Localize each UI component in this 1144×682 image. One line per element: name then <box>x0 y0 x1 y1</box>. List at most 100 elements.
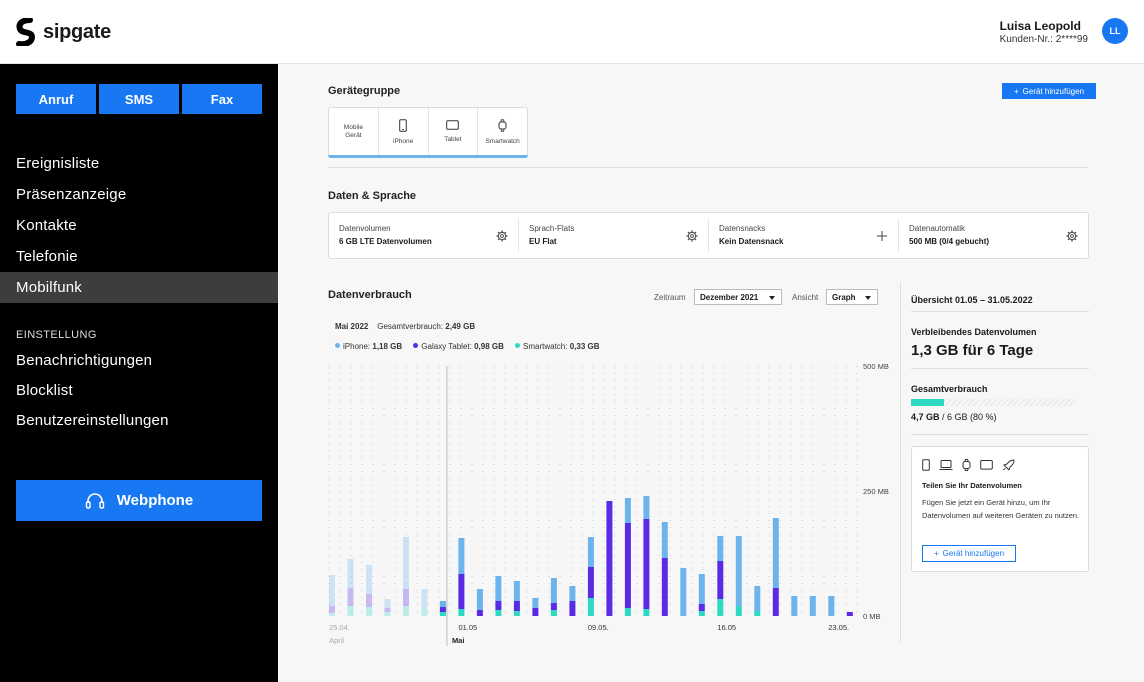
top-bar: sipgate Luisa Leopold Kunden-Nr.: 2****9… <box>0 0 1144 64</box>
webphone-button[interactable]: Webphone <box>16 480 262 521</box>
usage-title: Datenverbrauch <box>328 289 412 301</box>
bar-galaxy-tablet <box>384 608 391 612</box>
y-tick-label: 500 MB <box>863 362 889 371</box>
gear-icon[interactable] <box>496 230 508 242</box>
bar-iphone <box>587 537 594 567</box>
device-group-selector: Mobile Gerät iPhone Tablet Smartwatch <box>328 107 528 158</box>
phone-icon <box>922 459 930 471</box>
bar-galaxy-tablet <box>606 501 613 616</box>
bar-galaxy-tablet <box>495 601 502 610</box>
month-label: Mai 2022 <box>335 322 369 331</box>
share-title: Teilen Sie Ihr Datenvolumen <box>922 481 1022 490</box>
y-tick-label: 0 MB <box>863 612 881 621</box>
legend-item-smartwatch[interactable]: Smartwatch: 0,33 GB <box>515 342 600 351</box>
phone-icon <box>399 118 407 132</box>
data-voice-title: Daten & Sprache <box>328 190 417 202</box>
sidebar-item-blocklist[interactable]: Blocklist <box>16 381 73 399</box>
webphone-label: Webphone <box>116 492 194 509</box>
bar-galaxy-tablet <box>587 567 594 598</box>
device-smartwatch[interactable]: Smartwatch <box>478 108 527 156</box>
month-summary: Mai 2022 Gesamtverbrauch: 2,49 GB <box>335 322 475 331</box>
plan-value: Kein Datensnack <box>719 237 784 246</box>
sipgate-logo-icon <box>16 18 36 46</box>
plan-value: 6 GB LTE Datenvolumen <box>339 237 432 246</box>
laptop-icon <box>939 460 953 470</box>
headset-icon <box>85 492 104 509</box>
usage-rest: / 6 GB (80 %) <box>939 412 997 422</box>
x-tick-label: 23.05. <box>828 623 849 632</box>
bar-iphone <box>680 568 687 616</box>
share-add-device-button[interactable]: + Gerät hinzufügen <box>922 545 1016 562</box>
sidebar-item-praesenzanzeige[interactable]: Präsenzanzeige <box>16 186 127 203</box>
bar-smartwatch <box>643 609 650 616</box>
bar-iphone <box>458 538 465 574</box>
user-info[interactable]: Luisa Leopold Kunden-Nr.: 2****99 <box>1000 19 1088 45</box>
plan-voice-flats: Sprach-Flats EU Flat <box>519 219 709 252</box>
section-divider <box>328 167 1088 168</box>
bar-iphone <box>791 596 798 616</box>
overview-title: Übersicht 01.05 – 31.05.2022 <box>911 295 1033 305</box>
add-device-label: Gerät hinzufügen <box>1022 86 1085 96</box>
plans-card: Datenvolumen 6 GB LTE Datenvolumen Sprac… <box>328 212 1089 259</box>
legend-item-iphone[interactable]: iPhone: 1,18 GB <box>335 342 402 351</box>
plan-data-volume: Datenvolumen 6 GB LTE Datenvolumen <box>329 219 519 252</box>
bar-iphone <box>828 596 835 616</box>
plan-value: 500 MB (0/4 gebucht) <box>909 237 990 246</box>
call-button[interactable]: Anruf <box>16 84 96 114</box>
share-add-device-label: Gerät hinzufügen <box>942 549 1005 558</box>
period-select[interactable]: Dezember 2021 <box>694 289 782 305</box>
month-label: April <box>329 636 344 645</box>
chart-legend: iPhone: 1,18 GB Galaxy Tablet: 0,98 GB S… <box>335 342 600 351</box>
user-name: Luisa Leopold <box>999 19 1081 33</box>
bar-galaxy-tablet <box>532 608 539 616</box>
usage-text: 4,7 GB / 6 GB (80 %) <box>911 412 997 422</box>
add-device-button[interactable]: + Gerät hinzufügen <box>1002 83 1096 99</box>
bar-smartwatch <box>421 609 428 616</box>
bar-smartwatch <box>587 598 594 616</box>
tablet-icon <box>980 460 993 470</box>
sidebar-item-mobilfunk[interactable]: Mobilfunk <box>0 272 278 303</box>
bar-iphone <box>754 586 761 611</box>
bar-smartwatch <box>624 608 631 616</box>
bar-galaxy-tablet <box>717 561 724 599</box>
plan-value: EU Flat <box>529 237 557 246</box>
device-tablet[interactable]: Tablet <box>429 108 479 156</box>
total-usage-label: Gesamtverbrauch <box>911 384 988 394</box>
sms-button[interactable]: SMS <box>99 84 179 114</box>
legend-item-tablet[interactable]: Galaxy Tablet: 0,98 GB <box>413 342 504 351</box>
period-label: Zeitraum <box>654 293 686 302</box>
bar-galaxy-tablet <box>476 610 483 616</box>
gear-icon[interactable] <box>686 230 698 242</box>
bar-iphone <box>403 537 409 589</box>
usage-progress-bar <box>911 399 1075 406</box>
remaining-label: Verbleibendes Datenvolumen <box>911 327 1037 337</box>
bar-smartwatch <box>347 606 354 616</box>
fax-button[interactable]: Fax <box>182 84 262 114</box>
plan-label: Datenautomatik <box>909 224 966 233</box>
bar-galaxy-tablet <box>366 594 372 607</box>
gear-icon[interactable] <box>1066 230 1078 242</box>
plus-icon[interactable] <box>876 230 888 242</box>
watch-icon <box>962 459 971 471</box>
bar-iphone <box>329 575 335 606</box>
x-tick-label: 16.05 <box>717 623 736 632</box>
view-select[interactable]: Graph <box>826 289 878 305</box>
bar-galaxy-tablet <box>550 603 557 610</box>
bar-iphone <box>735 536 742 606</box>
plan-label: Datensnacks <box>719 224 766 233</box>
sidebar-item-kontakte[interactable]: Kontakte <box>16 217 77 234</box>
bar-iphone <box>569 586 576 601</box>
sidebar: Anruf SMS Fax Ereignisliste Präsenzanzei… <box>0 64 278 682</box>
device-iphone[interactable]: iPhone <box>379 108 429 156</box>
view-value: Graph <box>832 292 856 302</box>
logo[interactable]: sipgate <box>16 18 111 46</box>
sidebar-item-telefonie[interactable]: Telefonie <box>16 248 78 265</box>
device-group-title: Gerätegruppe <box>328 85 401 97</box>
sidebar-item-benachrichtigungen[interactable]: Benachrichtigungen <box>16 351 153 369</box>
avatar[interactable]: LL <box>1102 18 1128 44</box>
device-mobile[interactable]: Mobile Gerät <box>329 108 379 156</box>
overview-divider <box>911 311 1089 312</box>
sidebar-item-benutzereinstellungen[interactable]: Benutzereinstellungen <box>16 411 169 429</box>
bar-smartwatch <box>366 607 372 616</box>
sidebar-item-ereignisliste[interactable]: Ereignisliste <box>16 155 100 172</box>
